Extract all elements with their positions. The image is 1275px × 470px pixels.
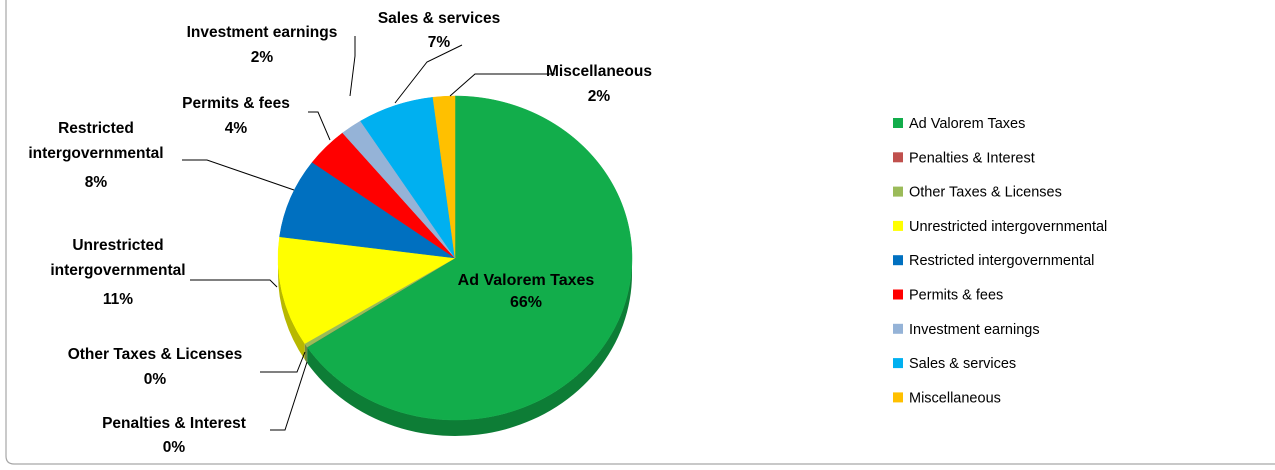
legend-label-sales-and-services: Sales & services	[909, 356, 1016, 372]
data-label-pct-restricted-intergovernmental: 8%	[85, 174, 108, 191]
data-label-pct-permits-and-fees: 4%	[225, 120, 248, 137]
legend-swatch-penalties-and-interest	[893, 152, 903, 163]
data-label-pct-other-taxes-and-licenses: 0%	[144, 371, 167, 388]
legend-swatch-permits-and-fees	[893, 289, 903, 300]
pie-slice-unrestricted-intergovernmental	[277, 236, 456, 344]
leader-line-other-taxes-and-licenses	[260, 351, 306, 373]
legend-swatch-sales-and-services	[893, 358, 903, 369]
legend-swatch-investment-earnings	[893, 323, 903, 334]
data-label-unrestricted-intergovernmental: Unrestricted intergovernmental	[50, 237, 185, 279]
legend-swatch-ad-valorem-taxes	[893, 118, 903, 128]
legend-swatch-miscellaneous	[893, 392, 903, 403]
data-label-other-taxes-and-licenses: Other Taxes & Licenses	[68, 346, 243, 363]
pie-depth-other-taxes-and-licenses	[304, 343, 308, 364]
legend-swatch-unrestricted-intergovernmental	[893, 220, 903, 231]
legend-label-other-taxes-and-licenses: Other Taxes & Licenses	[909, 185, 1062, 201]
legend-label-permits-and-fees: Permits & fees	[909, 288, 1003, 304]
legend-label-restricted-intergovernmental: Restricted intergovernmental	[909, 253, 1094, 269]
leader-line-unrestricted-intergovernmental	[190, 279, 278, 288]
data-label-pct-investment-earnings: 2%	[251, 49, 274, 66]
data-label-permits-and-fees: Permits & fees	[182, 95, 290, 112]
legend-label-penalties-and-interest: Penalties & Interest	[909, 150, 1035, 166]
pie-depth-unrestricted-intergovernmental	[278, 258, 305, 360]
legend-swatch-restricted-intergovernmental	[893, 255, 903, 266]
data-label-pct-ad-valorem-taxes: 66%	[510, 294, 542, 311]
leader-line-restricted-intergovernmental	[182, 159, 295, 191]
data-label-penalties-and-interest: Penalties & Interest	[102, 415, 246, 432]
legend-label-unrestricted-intergovernmental: Unrestricted intergovernmental	[909, 219, 1107, 235]
data-label-pct-sales-and-services: 7%	[428, 34, 451, 51]
legend-label-ad-valorem-taxes: Ad Valorem Taxes	[909, 116, 1025, 132]
leader-line-penalties-and-interest	[270, 361, 308, 431]
data-label-sales-and-services: Sales & services	[378, 10, 500, 27]
data-label-pct-penalties-and-interest: 0%	[163, 439, 186, 456]
data-label-investment-earnings: Investment earnings	[187, 24, 338, 41]
chart-border	[5, 0, 1275, 465]
legend-label-miscellaneous: Miscellaneous	[909, 390, 1001, 406]
legend-swatch-other-taxes-and-licenses	[893, 186, 903, 197]
leader-line-investment-earnings	[349, 36, 356, 97]
legend-label-investment-earnings: Investment earnings	[909, 322, 1040, 338]
leader-line-permits-and-fees	[308, 111, 331, 141]
leader-line-miscellaneous	[449, 73, 555, 97]
pie-slice-ad-valorem-taxes	[306, 95, 633, 421]
data-label-ad-valorem-taxes: Ad Valorem Taxes	[458, 272, 595, 289]
data-label-restricted-intergovernmental: Restricted intergovernmental	[28, 120, 163, 162]
data-label-pct-miscellaneous: 2%	[588, 88, 611, 105]
data-label-pct-unrestricted-intergovernmental: 11%	[103, 291, 133, 308]
data-label-miscellaneous: Miscellaneous	[546, 63, 652, 80]
leader-line-sales-and-services	[394, 44, 463, 104]
pie-slice-miscellaneous	[432, 95, 456, 259]
